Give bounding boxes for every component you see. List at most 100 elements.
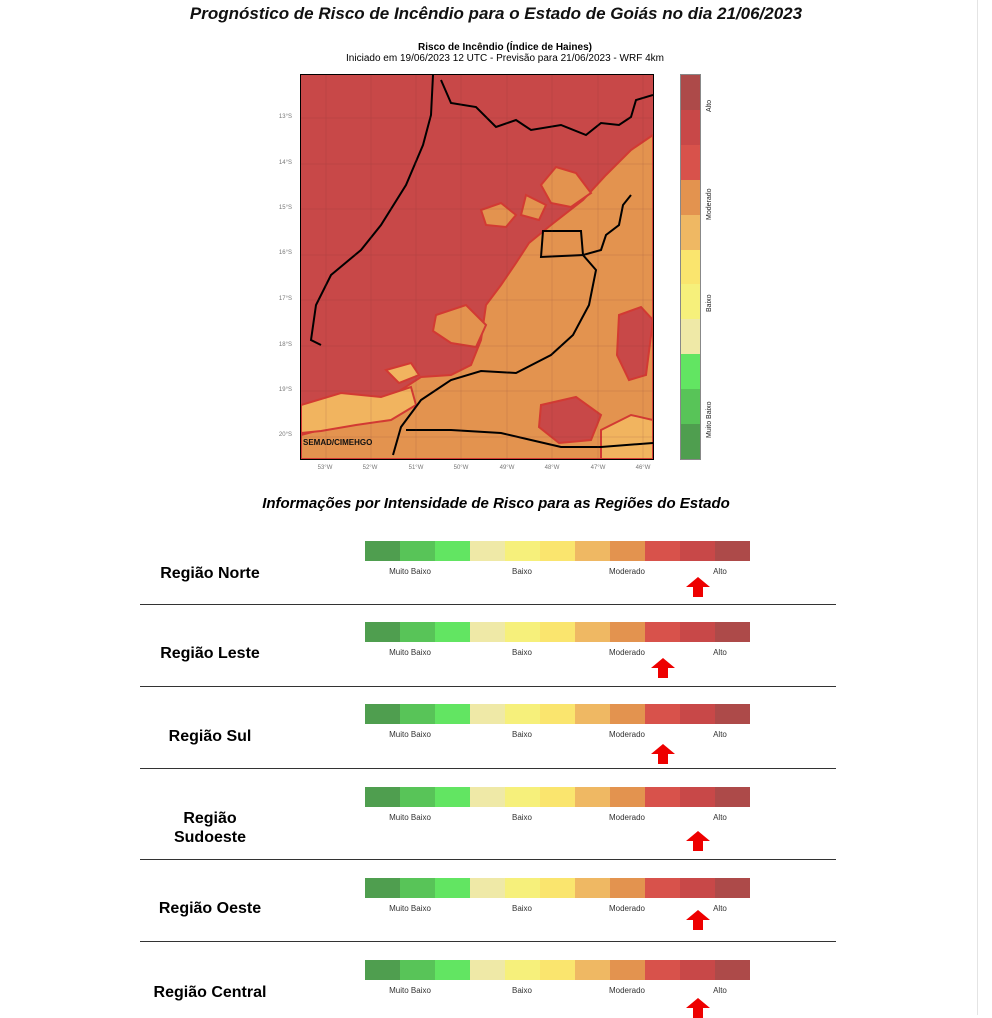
- scale-label-muito-baixo: Muito Baixo: [389, 648, 431, 657]
- scale-segment: [400, 541, 435, 561]
- scale-label-muito-baixo: Muito Baixo: [389, 730, 431, 739]
- lon-label: 51°W: [408, 465, 424, 471]
- scale-label-alto: Alto: [713, 730, 727, 739]
- scale-segment: [575, 787, 610, 807]
- scale-segment: [610, 787, 645, 807]
- scale-label-baixo: Baixo: [511, 567, 532, 576]
- scale-segment: [540, 787, 575, 807]
- region-divider: [140, 604, 836, 605]
- colorbar-segment: [681, 179, 700, 215]
- scale-segment: [470, 878, 505, 898]
- region-name: Região Oeste: [158, 900, 262, 917]
- map-gridlines: [301, 75, 653, 459]
- scale-segment: [505, 622, 540, 642]
- scale-segment: [400, 787, 435, 807]
- scale-segment: [680, 622, 715, 642]
- scale-label-baixo: Baixo: [511, 904, 532, 913]
- scale-segment: [400, 622, 435, 642]
- lat-label: 14°S: [278, 160, 292, 166]
- lat-label: 18°S: [278, 342, 292, 348]
- scale-segment: [645, 787, 680, 807]
- scale-segment: [680, 960, 715, 980]
- risk-scale: [365, 787, 750, 807]
- scale-segment: [540, 541, 575, 561]
- risk-indicator-arrow-icon: [685, 910, 710, 930]
- scale-segment: [470, 622, 505, 642]
- colorbar-segment: [681, 249, 700, 285]
- scale-label-baixo: Baixo: [511, 986, 532, 995]
- colorbar-segment: [681, 75, 700, 110]
- risk-zone-alto-east: [615, 305, 653, 382]
- region-row-oeste: Região Oeste Muito Baixo Baixo Moderado …: [140, 878, 836, 942]
- state-border-east: [392, 194, 632, 456]
- lat-label: 19°S: [278, 387, 292, 393]
- scale-segment: [680, 787, 715, 807]
- colorbar-label-muito-baixo: Muito Baixo: [706, 401, 713, 438]
- risk-zone-baixo-sw: [301, 385, 418, 435]
- risk-zone-alto-south: [537, 395, 603, 445]
- scale-segment: [505, 787, 540, 807]
- scale-label-moderado: Moderado: [608, 813, 646, 822]
- scale-segment: [715, 541, 750, 561]
- region-row-sul: Região Sul Muito Baixo Baixo Moderado Al…: [140, 704, 836, 769]
- region-name: Região Sul: [168, 728, 252, 745]
- lon-label: 50°W: [453, 465, 469, 471]
- lat-label: 20°S: [278, 432, 292, 438]
- lat-label: 15°S: [278, 205, 292, 211]
- risk-scale: [365, 704, 750, 724]
- scale-segment: [435, 541, 470, 561]
- region-divider: [140, 686, 836, 687]
- scale-segment: [645, 704, 680, 724]
- risk-zone-baixo-mid: [384, 361, 421, 385]
- scale-label-alto: Alto: [713, 904, 727, 913]
- region-row-sudoeste: Região Sudoeste Muito Baixo Baixo Moderad…: [140, 787, 836, 860]
- scale-label-baixo: Baixo: [511, 648, 532, 657]
- scale-segment: [610, 878, 645, 898]
- scale-segment: [645, 878, 680, 898]
- scale-segment: [365, 960, 400, 980]
- scale-segment: [715, 878, 750, 898]
- scale-segment: [540, 960, 575, 980]
- risk-scale: [365, 960, 750, 980]
- scale-segment: [435, 960, 470, 980]
- colorbar-label-alto: Alto: [706, 99, 713, 112]
- colorbar-segment: [681, 214, 700, 250]
- scale-label-moderado: Moderado: [608, 730, 646, 739]
- region-divider: [140, 941, 836, 942]
- region-divider: [140, 859, 836, 860]
- scale-label-muito-baixo: Muito Baixo: [389, 813, 431, 822]
- scale-label-moderado: Moderado: [608, 567, 646, 576]
- scale-label-alto: Alto: [713, 986, 727, 995]
- risk-indicator-arrow-icon: [650, 658, 675, 678]
- scale-segment: [610, 541, 645, 561]
- scale-label-baixo: Baixo: [511, 730, 532, 739]
- region-row-norte: Região Norte Muito Baixo Baixo Moderado …: [140, 541, 836, 605]
- scale-segment: [540, 878, 575, 898]
- scale-label-alto: Alto: [713, 567, 727, 576]
- risk-colorbar: [680, 74, 701, 460]
- scale-segment: [715, 787, 750, 807]
- map-subtitle: Iniciado em 19/06/2023 12 UTC - Previsão…: [346, 53, 664, 64]
- colorbar-segment: [681, 389, 700, 425]
- region-name: Região Sudoeste: [140, 809, 280, 847]
- scale-segment: [470, 704, 505, 724]
- fire-risk-map: [300, 74, 654, 460]
- scale-segment: [575, 541, 610, 561]
- colorbar-segment: [681, 424, 700, 459]
- lat-label: 16°S: [278, 250, 292, 256]
- scale-label-moderado: Moderado: [608, 648, 646, 657]
- scale-segment: [575, 878, 610, 898]
- lat-label: 17°S: [278, 296, 292, 302]
- scale-segment: [575, 960, 610, 980]
- scale-segment: [365, 622, 400, 642]
- page-edge-rule: [977, 0, 978, 1015]
- scale-segment: [610, 622, 645, 642]
- state-border-south: [406, 429, 653, 448]
- scale-segment: [365, 787, 400, 807]
- risk-scale: [365, 541, 750, 561]
- scale-segment: [435, 704, 470, 724]
- lon-label: 52°W: [362, 465, 378, 471]
- scale-segment: [365, 541, 400, 561]
- scale-segment: [680, 704, 715, 724]
- region-name: Região Leste: [160, 645, 260, 662]
